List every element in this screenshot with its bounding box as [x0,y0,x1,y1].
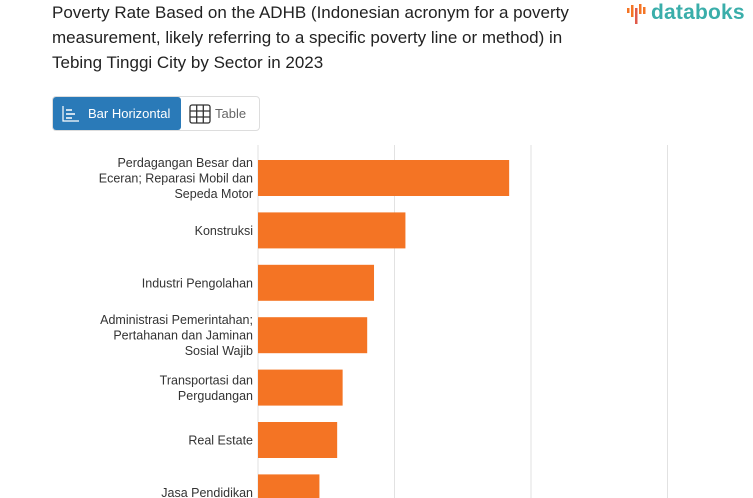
category-label: Transportasi dan [160,373,253,387]
category-label: Real Estate [188,434,253,448]
bar[interactable] [258,212,406,249]
category-label: Pergudangan [178,389,253,403]
category-label: Perdagangan Besar dan [117,156,253,170]
chart-title: Poverty Rate Based on the ADHB (Indonesi… [52,3,569,72]
table-button[interactable]: Table [181,97,254,130]
bar-chart: Perdagangan Besar dan Eceran; Reparasi Mo… [99,145,668,498]
table-label: Table [215,106,247,121]
category-label: Eceran; Reparasi Mobil dan [99,172,253,186]
bar-horizontal-button[interactable]: Bar Horizontal [53,97,181,130]
bar[interactable] [258,369,343,406]
table-icon [189,103,211,124]
category-label: Konstruksi [195,224,253,238]
databoks-logo[interactable]: databoks [626,0,745,26]
category-label: Administrasi Pemerintahan; [100,313,253,327]
logo-text: databoks [651,1,745,24]
category-label: Pertahanan dan Jaminan [113,329,253,343]
category-label: Sepeda Motor [174,187,253,201]
view-toggle: Bar Horizontal Table [52,96,260,131]
bar-horizontal-icon [62,105,79,122]
bar[interactable] [258,422,338,458]
bar[interactable] [258,474,320,498]
bar[interactable] [258,264,375,301]
logo-bars-icon [627,4,646,24]
category-label: Jasa Pendidikan [161,486,253,498]
bar-horizontal-label: Bar Horizontal [88,106,171,121]
category-label: Sosial Wajib [185,344,253,358]
bar[interactable] [258,160,510,196]
bar[interactable] [258,317,368,354]
category-label: Industri Pengolahan [142,276,253,290]
